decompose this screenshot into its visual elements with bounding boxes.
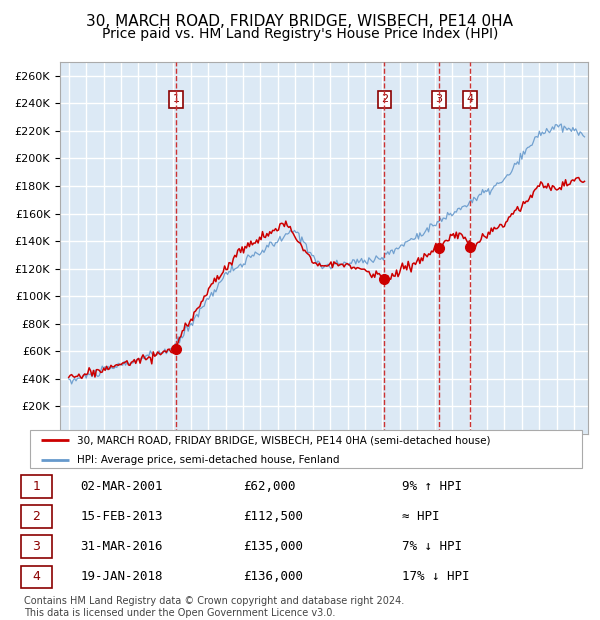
Text: Price paid vs. HM Land Registry's House Price Index (HPI): Price paid vs. HM Land Registry's House … xyxy=(102,27,498,41)
Text: £62,000: £62,000 xyxy=(244,480,296,493)
Text: 02-MAR-2001: 02-MAR-2001 xyxy=(80,480,163,493)
Text: £135,000: £135,000 xyxy=(244,540,304,553)
Text: 30, MARCH ROAD, FRIDAY BRIDGE, WISBECH, PE14 0HA: 30, MARCH ROAD, FRIDAY BRIDGE, WISBECH, … xyxy=(86,14,514,29)
Text: HPI: Average price, semi-detached house, Fenland: HPI: Average price, semi-detached house,… xyxy=(77,454,340,464)
Text: 4: 4 xyxy=(467,94,474,104)
Text: 2: 2 xyxy=(381,94,388,104)
FancyBboxPatch shape xyxy=(21,535,52,558)
Text: ≈ HPI: ≈ HPI xyxy=(401,510,439,523)
Text: 2: 2 xyxy=(32,510,40,523)
Text: 1: 1 xyxy=(32,480,40,493)
FancyBboxPatch shape xyxy=(21,475,52,498)
Text: 3: 3 xyxy=(436,94,443,104)
Text: 1: 1 xyxy=(173,94,180,104)
Text: 30, MARCH ROAD, FRIDAY BRIDGE, WISBECH, PE14 0HA (semi-detached house): 30, MARCH ROAD, FRIDAY BRIDGE, WISBECH, … xyxy=(77,435,490,445)
Text: £112,500: £112,500 xyxy=(244,510,304,523)
FancyBboxPatch shape xyxy=(30,430,582,468)
Text: 31-MAR-2016: 31-MAR-2016 xyxy=(80,540,163,553)
Text: 3: 3 xyxy=(32,540,40,553)
Text: 7% ↓ HPI: 7% ↓ HPI xyxy=(401,540,461,553)
Text: 9% ↑ HPI: 9% ↑ HPI xyxy=(401,480,461,493)
Text: £136,000: £136,000 xyxy=(244,570,304,583)
Text: 19-JAN-2018: 19-JAN-2018 xyxy=(80,570,163,583)
FancyBboxPatch shape xyxy=(21,565,52,588)
Text: 15-FEB-2013: 15-FEB-2013 xyxy=(80,510,163,523)
Text: 4: 4 xyxy=(32,570,40,583)
Text: Contains HM Land Registry data © Crown copyright and database right 2024.
This d: Contains HM Land Registry data © Crown c… xyxy=(24,596,404,618)
FancyBboxPatch shape xyxy=(21,505,52,528)
Text: 17% ↓ HPI: 17% ↓ HPI xyxy=(401,570,469,583)
